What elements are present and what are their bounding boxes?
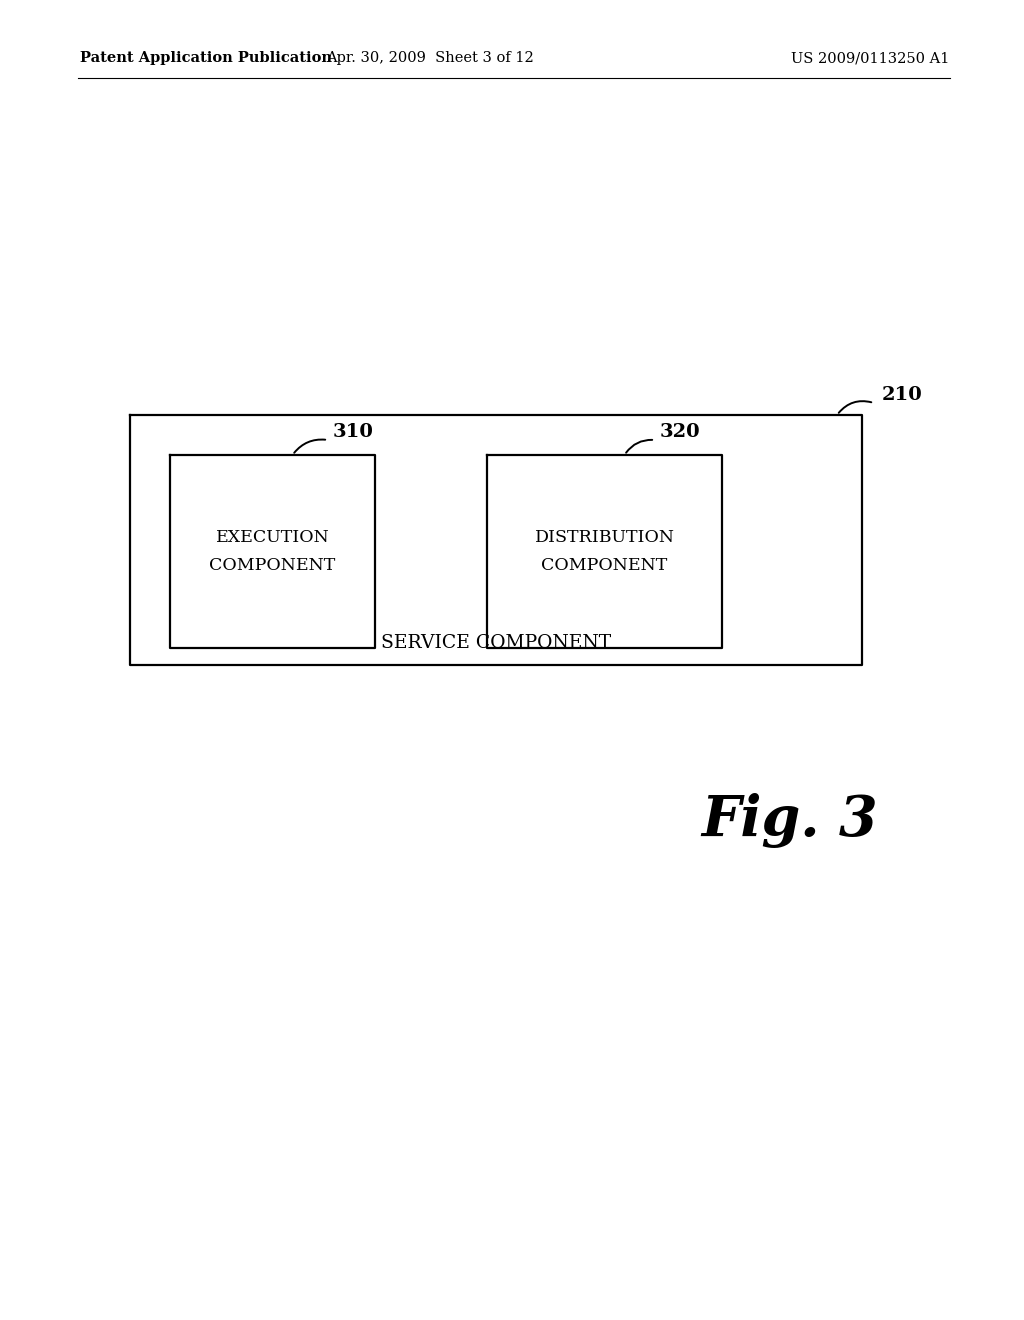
- Text: SERVICE COMPONENT: SERVICE COMPONENT: [381, 634, 611, 652]
- Text: DISTRIBUTION
COMPONENT: DISTRIBUTION COMPONENT: [535, 529, 675, 574]
- Text: US 2009/0113250 A1: US 2009/0113250 A1: [791, 51, 949, 65]
- Text: Patent Application Publication: Patent Application Publication: [80, 51, 332, 65]
- Text: Fig. 3: Fig. 3: [701, 792, 879, 847]
- Text: 320: 320: [660, 422, 700, 441]
- Text: 310: 310: [333, 422, 374, 441]
- Text: Apr. 30, 2009  Sheet 3 of 12: Apr. 30, 2009 Sheet 3 of 12: [326, 51, 534, 65]
- Text: 210: 210: [882, 385, 923, 404]
- Text: EXECUTION
COMPONENT: EXECUTION COMPONENT: [209, 529, 336, 574]
